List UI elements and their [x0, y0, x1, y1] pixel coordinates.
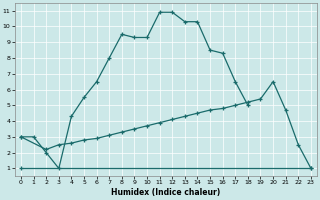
X-axis label: Humidex (Indice chaleur): Humidex (Indice chaleur)	[111, 188, 220, 197]
